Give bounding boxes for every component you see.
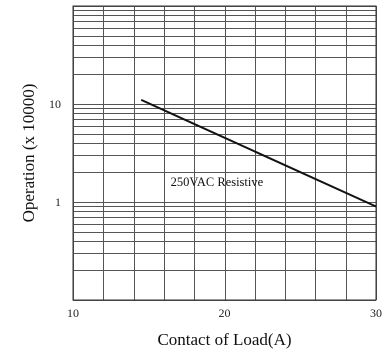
x-tick-label: 20 [219,306,231,320]
annotation-label: 250VAC Resistive [171,175,264,189]
x-tick-label: 10 [67,306,79,320]
series-layer [140,98,377,208]
series-line [140,98,377,208]
y-tick-label: 1 [55,195,61,209]
y-tick-label: 10 [49,97,61,111]
grid [73,6,377,301]
y-axis-title: Operation (x 10000) [19,84,38,223]
x-tick-label: 30 [370,306,382,320]
plot-frame [72,5,377,301]
x-axis-title: Contact of Load(A) [157,330,291,349]
tick-labels: 10 20 30 1 10 [49,97,382,320]
